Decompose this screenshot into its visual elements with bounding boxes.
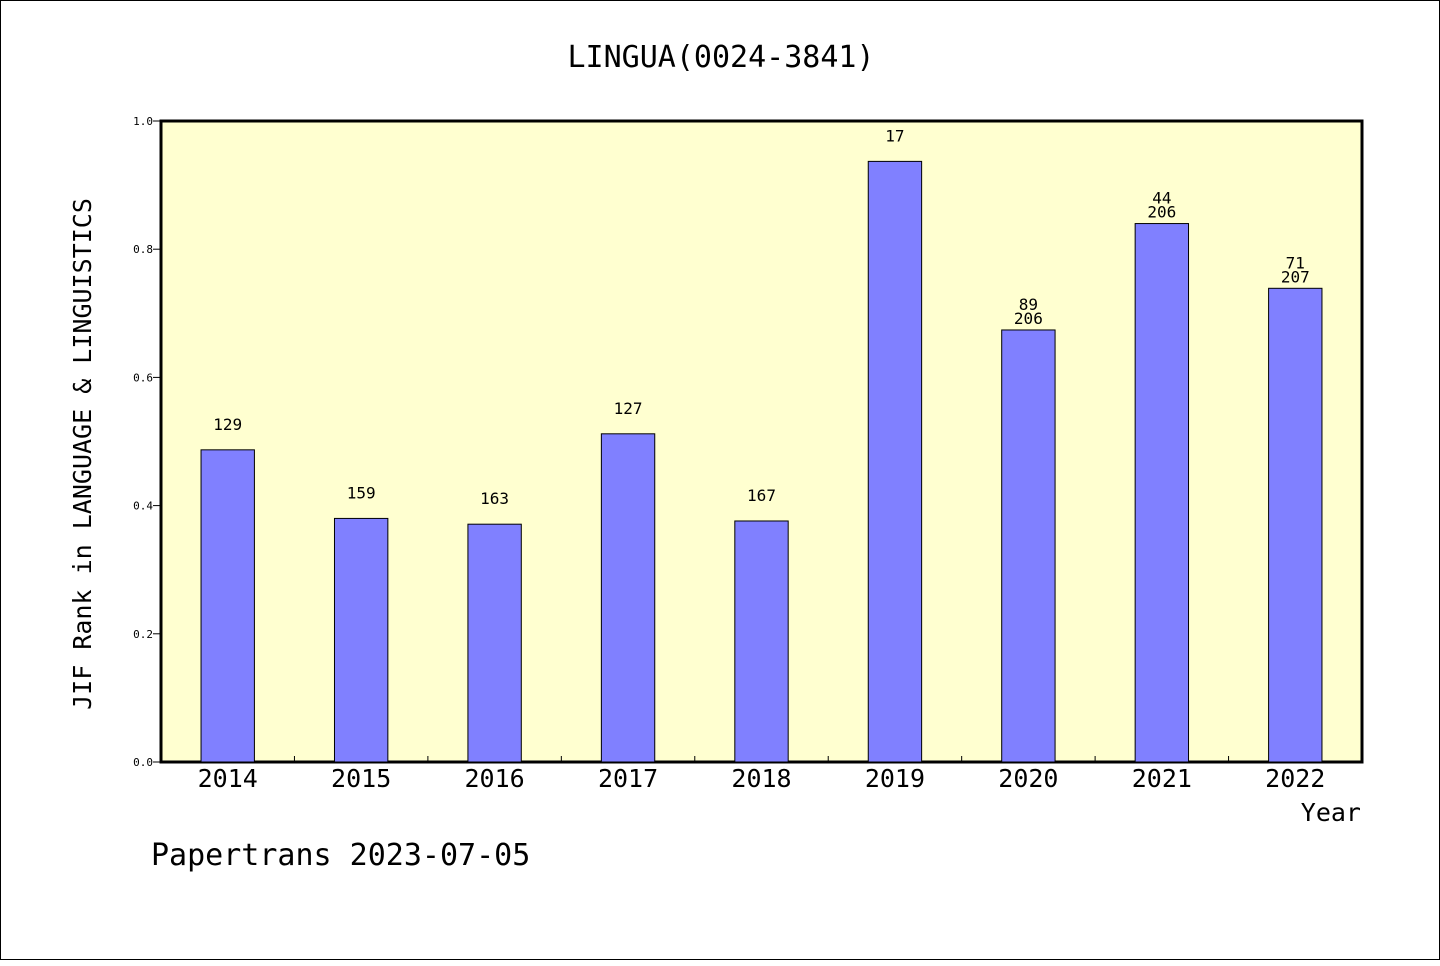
x-tick-label: 2021 — [1132, 764, 1192, 793]
bar-2015 — [333, 517, 389, 763]
data-label-total: 206 — [1014, 309, 1043, 328]
x-tick-label: 2022 — [1265, 764, 1325, 793]
bar-2018 — [734, 520, 789, 763]
data-label-rank: 71 — [1286, 253, 1305, 272]
bar-2021 — [1134, 223, 1190, 763]
data-label-total: 207 — [1281, 267, 1310, 286]
x-tick-label: 2018 — [731, 764, 791, 793]
data-label-total: 206 — [1147, 203, 1176, 222]
x-tick-label: 2019 — [865, 764, 925, 793]
bar-2019 — [867, 160, 923, 763]
x-tick-label: 2015 — [331, 764, 391, 793]
data-label: 163 — [480, 489, 509, 508]
y-axis-ticks: 0.0 0.2 0.4 0.6 0.8 1.0 — [133, 115, 161, 769]
y-axis-label: JIF Rank in LANGUAGE & LINGUISTICS — [68, 198, 97, 710]
x-tick-label: 2017 — [598, 764, 658, 793]
chart-title: LINGUA(0024-3841) — [567, 40, 874, 75]
x-tick-label: 2014 — [198, 764, 258, 793]
y-tick-label: 0.6 — [133, 371, 153, 384]
data-label: 129 — [213, 415, 242, 434]
data-label: 159 — [347, 483, 376, 502]
data-label: 127 — [614, 399, 643, 418]
x-axis-ticks: 2014 2015 2016 2017 2018 2019 2020 2021 2022 — [198, 756, 1325, 793]
bar-2017 — [600, 433, 656, 763]
y-tick-label: 0.0 — [133, 756, 153, 769]
y-tick-label: 0.8 — [133, 243, 153, 256]
x-tick-label: 2020 — [998, 764, 1058, 793]
bar-2022 — [1268, 287, 1323, 763]
bar-2014 — [200, 449, 255, 763]
data-label: 17 — [885, 126, 904, 145]
y-tick-label: 0.4 — [133, 500, 153, 513]
bar-series — [200, 160, 1323, 763]
x-tick-label: 2016 — [465, 764, 525, 793]
footer-credit: Papertrans 2023-07-05 — [151, 838, 530, 873]
data-label-rank: 44 — [1152, 189, 1171, 208]
y-tick-label: 0.2 — [133, 628, 153, 641]
y-tick-label: 1.0 — [133, 115, 153, 128]
data-label: 167 — [747, 486, 776, 505]
bar-2020 — [1001, 329, 1056, 763]
data-label-rank: 89 — [1019, 295, 1038, 314]
x-axis-label: Year — [1301, 798, 1361, 827]
bar-2016 — [467, 523, 522, 763]
